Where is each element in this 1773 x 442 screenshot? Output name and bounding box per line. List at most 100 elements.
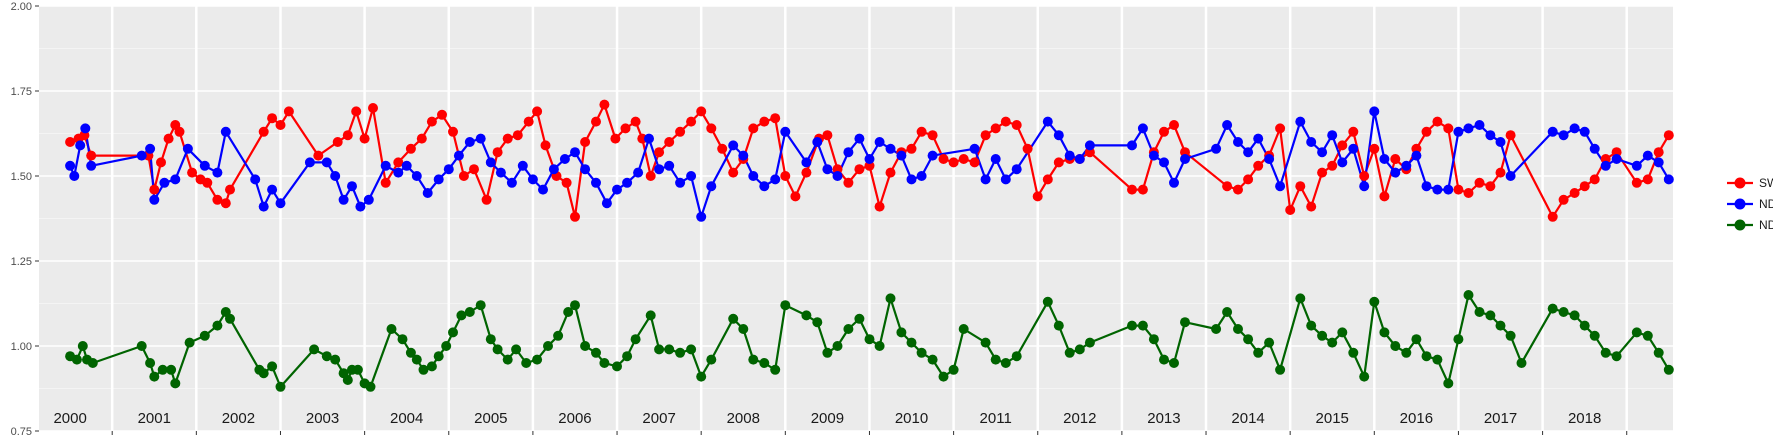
year-label: 2008: [727, 410, 760, 427]
data-point-swir: [1275, 123, 1286, 134]
data-point-ndwi: [475, 300, 486, 311]
data-point-ndwi: [543, 341, 553, 351]
data-point-ndwi: [433, 351, 444, 362]
data-point-ndvi: [80, 123, 91, 134]
data-point-swir: [225, 184, 235, 195]
data-point-ndvi: [748, 171, 759, 181]
data-point-ndvi: [885, 143, 896, 154]
data-point-ndwi: [1243, 334, 1254, 345]
data-point-swir: [580, 137, 591, 147]
data-point-swir: [664, 137, 675, 147]
data-point-ndwi: [1485, 310, 1496, 321]
data-point-ndwi: [485, 334, 496, 345]
data-point-swir: [65, 137, 76, 147]
data-point-ndvi: [182, 143, 193, 154]
year-label: 2010: [895, 410, 928, 427]
data-point-ndwi: [843, 324, 854, 334]
data-point-ndvi: [1000, 174, 1011, 185]
data-point-ndwi: [1180, 317, 1190, 328]
data-point-swir: [149, 184, 160, 195]
data-point-ndvi: [896, 150, 907, 161]
legend-label-swir: SWIR: [1759, 176, 1773, 190]
data-point-ndvi: [411, 171, 422, 181]
data-point-ndvi: [355, 201, 366, 212]
year-label: 2017: [1484, 410, 1517, 427]
data-point-swir: [283, 106, 294, 117]
year-label: 2011: [980, 410, 1012, 427]
data-point-ndvi: [1485, 130, 1496, 141]
data-point-swir: [980, 130, 991, 141]
data-point-ndvi: [1264, 154, 1275, 164]
data-point-swir: [630, 116, 641, 127]
data-point-ndwi: [591, 347, 601, 358]
data-point-ndvi: [1169, 177, 1179, 188]
data-point-swir: [1558, 194, 1569, 205]
data-point-ndwi: [1327, 337, 1338, 348]
year-label: 2004: [390, 410, 423, 427]
data-point-swir: [1295, 181, 1306, 192]
data-point-ndvi: [393, 167, 404, 178]
data-point-swir: [202, 177, 213, 188]
data-point-ndwi: [832, 341, 843, 351]
data-point-ndvi: [591, 177, 601, 188]
data-point-ndwi: [1084, 337, 1095, 348]
data-point-ndvi: [644, 133, 654, 144]
data-point-ndwi: [864, 334, 875, 345]
data-point-swir: [874, 201, 885, 212]
data-point-ndvi: [250, 174, 261, 185]
data-point-swir: [1369, 143, 1380, 154]
data-point-ndvi: [1505, 171, 1516, 181]
data-point-ndwi: [916, 347, 927, 358]
data-point-swir: [448, 126, 458, 137]
data-point-ndvi: [1547, 126, 1558, 137]
data-point-ndwi: [1432, 354, 1443, 365]
data-point-ndwi: [1159, 354, 1169, 365]
data-point-ndwi: [448, 327, 458, 338]
data-point-ndwi: [212, 320, 223, 331]
data-point-ndwi: [1317, 330, 1328, 341]
data-point-ndwi: [927, 354, 938, 365]
data-point-ndwi: [1053, 320, 1064, 331]
data-point-ndvi: [401, 160, 412, 171]
data-point-swir: [759, 116, 770, 127]
data-point-swir: [1443, 123, 1454, 134]
year-label: 2009: [811, 410, 844, 427]
data-point-swir: [591, 116, 601, 127]
data-point-ndvi: [1327, 130, 1338, 141]
data-point-ndvi: [453, 150, 464, 161]
year-label: 2016: [1400, 410, 1433, 427]
data-point-ndwi: [885, 293, 896, 304]
year-label: 2014: [1231, 410, 1264, 427]
data-point-ndvi: [759, 181, 770, 192]
data-point-ndwi: [1211, 324, 1222, 334]
data-point-ndvi: [675, 177, 686, 188]
data-point-ndvi: [612, 184, 622, 195]
data-point-swir: [1631, 177, 1642, 188]
data-point-ndwi: [1653, 347, 1664, 358]
year-label: 2013: [1147, 410, 1180, 427]
data-point-swir: [1589, 174, 1600, 185]
data-point-ndvi: [601, 198, 612, 209]
data-point-ndvi: [570, 147, 580, 158]
data-point-ndwi: [492, 344, 503, 355]
data-point-swir: [938, 154, 949, 164]
data-point-swir: [523, 116, 534, 127]
data-point-ndvi: [1558, 130, 1569, 141]
data-point-ndvi: [275, 198, 286, 209]
data-point-ndvi: [1379, 154, 1390, 164]
data-point-ndwi: [938, 371, 949, 382]
data-point-ndwi: [1011, 351, 1022, 362]
data-point-ndwi: [1148, 334, 1159, 345]
year-label: 2000: [53, 410, 86, 427]
data-point-ndwi: [1569, 310, 1580, 321]
data-point-ndwi: [1421, 351, 1432, 362]
data-point-swir: [532, 106, 543, 117]
data-point-ndvi: [1390, 167, 1401, 178]
year-label: 2006: [558, 410, 591, 427]
data-point-ndwi: [71, 354, 82, 365]
data-point-ndvi: [506, 177, 517, 188]
data-point-ndvi: [1233, 137, 1243, 147]
data-point-swir: [393, 157, 404, 168]
data-point-swir: [1337, 140, 1348, 151]
data-point-ndwi: [1306, 320, 1317, 331]
